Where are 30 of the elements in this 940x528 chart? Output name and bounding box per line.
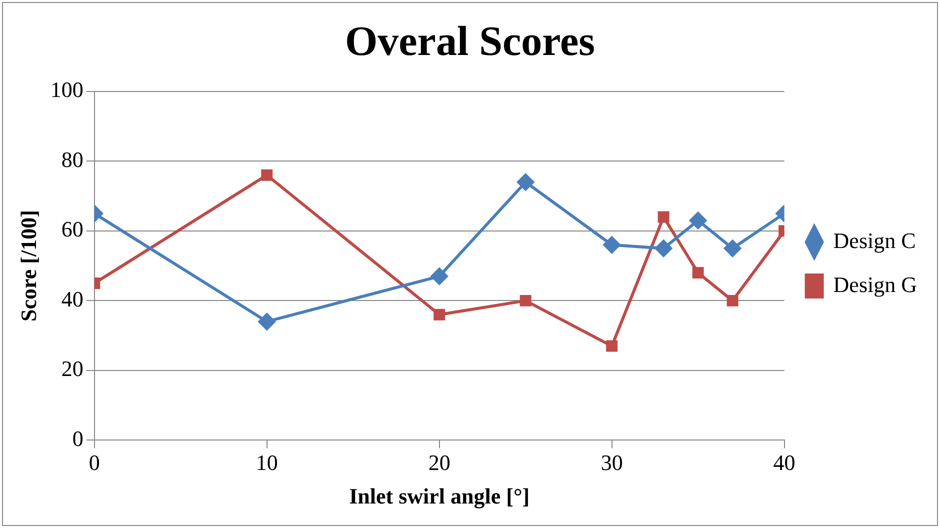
- y-tick-label: 40: [61, 286, 84, 312]
- y-tick-label: 0: [72, 426, 84, 451]
- point: [690, 212, 707, 229]
- chart-title: Overal Scores: [345, 19, 595, 66]
- x-axis-title: Inlet swirl angle [°]: [349, 483, 530, 508]
- point: [520, 294, 532, 306]
- point: [726, 294, 738, 306]
- x-tick-label: 0: [88, 450, 100, 476]
- x-tick-label: 30: [600, 450, 623, 476]
- y-axis-title: Score [/100]: [16, 210, 41, 322]
- point: [430, 268, 448, 285]
- point: [606, 340, 618, 352]
- point: [603, 236, 620, 254]
- y-tick-label: 100: [50, 77, 84, 102]
- point: [434, 308, 446, 320]
- x-tick-label: 10: [256, 450, 278, 476]
- point: [258, 313, 276, 330]
- legend-label: Design C: [833, 228, 916, 253]
- x-tick-label: 40: [773, 450, 796, 476]
- y-tick-label: 20: [61, 356, 84, 382]
- y-tick-label: 80: [61, 146, 84, 172]
- x-tick-label: 20: [428, 450, 450, 476]
- point: [261, 169, 273, 181]
- y-tick-label: 60: [61, 216, 84, 242]
- legend-label: Design G: [833, 272, 918, 297]
- point: [658, 211, 670, 223]
- point: [692, 267, 704, 279]
- point: [724, 240, 742, 257]
- point: [655, 240, 672, 257]
- point: [517, 174, 534, 191]
